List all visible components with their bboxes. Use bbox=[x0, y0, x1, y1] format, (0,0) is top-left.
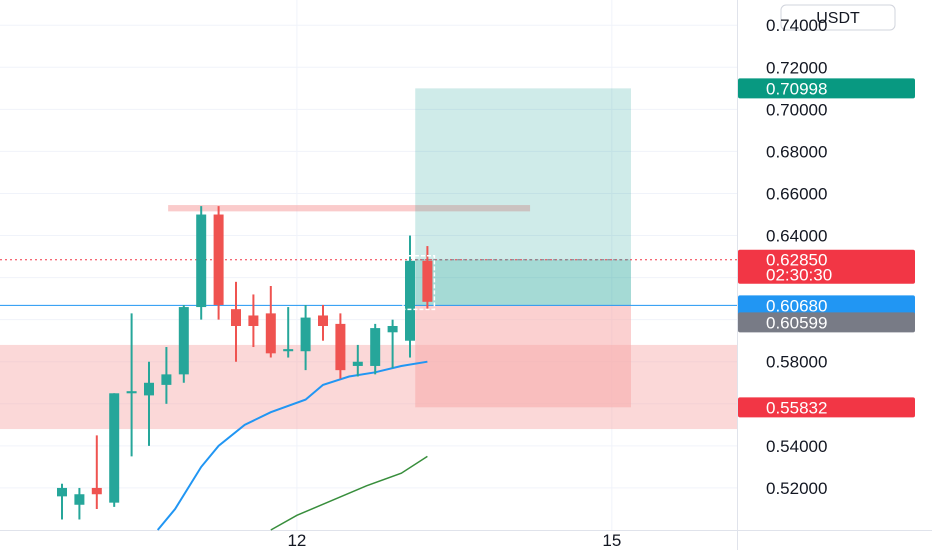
candle-body bbox=[109, 393, 120, 503]
candle-body bbox=[178, 307, 189, 375]
slow-moving-average bbox=[270, 455, 428, 531]
y-axis-ticks: 0.74000 0.72000 0.70000 0.68000 0.66000 0.640… bbox=[766, 16, 827, 498]
selection-box bbox=[402, 254, 436, 311]
candle bbox=[213, 206, 224, 320]
open-profit-zone bbox=[415, 259, 631, 306]
y-tick-label: 0.64000 bbox=[766, 227, 827, 246]
candle-body bbox=[335, 323, 346, 371]
time-axis[interactable]: 12 15 bbox=[287, 531, 621, 550]
candle bbox=[144, 361, 154, 446]
candle bbox=[283, 307, 294, 358]
candle-body bbox=[405, 260, 415, 341]
candle bbox=[231, 281, 241, 362]
candle bbox=[248, 294, 259, 348]
price-tag bbox=[738, 397, 915, 418]
price-tag bbox=[738, 78, 915, 99]
candlesticks bbox=[57, 206, 436, 520]
candle-body bbox=[196, 214, 207, 308]
y-tick-label: 0.72000 bbox=[766, 58, 827, 77]
candle bbox=[196, 206, 207, 320]
candle bbox=[74, 487, 85, 520]
candle bbox=[405, 235, 415, 358]
candle-body bbox=[387, 325, 398, 333]
y-tick-label: 0.70000 bbox=[766, 100, 827, 119]
resistance-zone bbox=[168, 205, 531, 212]
candle-body bbox=[161, 374, 172, 385]
candle-body bbox=[231, 309, 241, 326]
price-tag bbox=[738, 295, 915, 316]
y-tick-label: 0.66000 bbox=[766, 184, 827, 203]
candle bbox=[370, 323, 381, 375]
candle bbox=[422, 246, 433, 310]
x-tick-label: 12 bbox=[287, 531, 306, 550]
price-tag-countdown: 02:30:30 bbox=[766, 266, 832, 285]
price-tag-value: 0.55832 bbox=[766, 398, 827, 417]
candle-body bbox=[74, 494, 85, 505]
y-tick-label: 0.54000 bbox=[766, 437, 827, 456]
candle bbox=[91, 435, 102, 509]
candle bbox=[300, 304, 311, 371]
candle bbox=[161, 347, 172, 404]
candle bbox=[352, 344, 363, 377]
currency-label: USDT bbox=[816, 10, 860, 27]
candle-body bbox=[318, 315, 328, 326]
candle-body bbox=[213, 214, 224, 305]
candle-body bbox=[126, 391, 137, 394]
candle bbox=[387, 319, 398, 369]
price-tag bbox=[738, 312, 915, 333]
candle-body bbox=[91, 487, 102, 495]
candle bbox=[57, 483, 67, 520]
price-tag-value: 0.60599 bbox=[766, 313, 827, 332]
fast-moving-average bbox=[156, 360, 428, 531]
candle-body bbox=[370, 328, 381, 366]
y-tick-label: 0.68000 bbox=[766, 142, 827, 161]
candle bbox=[178, 304, 189, 383]
candle-body bbox=[300, 317, 311, 352]
candle bbox=[126, 313, 137, 457]
x-tick-label: 15 bbox=[602, 531, 621, 550]
candle bbox=[109, 393, 120, 507]
price-tag-value: 0.60680 bbox=[766, 296, 827, 315]
moving-averages bbox=[156, 360, 428, 531]
candle-body bbox=[248, 315, 259, 326]
candle-body bbox=[265, 313, 276, 354]
candle-body bbox=[352, 361, 363, 366]
y-tick-label: 0.58000 bbox=[766, 353, 827, 372]
y-tick-label: 0.52000 bbox=[766, 479, 827, 498]
price-tag-value: 0.62850 bbox=[766, 251, 827, 270]
candle-body bbox=[57, 487, 67, 497]
take-profit-zone bbox=[415, 88, 631, 306]
price-tag-value: 0.70998 bbox=[766, 79, 827, 98]
chart-zones bbox=[0, 88, 737, 430]
candle bbox=[335, 313, 346, 379]
price-axis[interactable]: USDT 0.74000 0.72000 0.70000 0.68000 0.66000… bbox=[738, 4, 915, 498]
price-tag bbox=[738, 249, 915, 284]
currency-badge[interactable]: USDT bbox=[780, 4, 896, 31]
candle bbox=[318, 304, 328, 341]
candle bbox=[265, 286, 276, 358]
y-tick-label: 0.74000 bbox=[766, 16, 827, 35]
candle-body bbox=[144, 382, 154, 396]
candle-body bbox=[422, 260, 433, 302]
candle-body bbox=[283, 349, 294, 352]
stop-loss-zone bbox=[415, 305, 631, 408]
